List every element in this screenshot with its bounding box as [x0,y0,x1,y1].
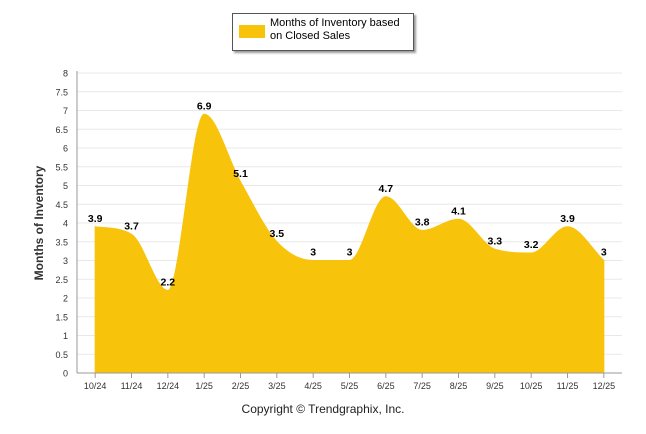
data-label: 3.9 [560,213,575,225]
area-series [94,113,605,374]
data-label: 6.9 [197,100,212,112]
data-label: 5.1 [233,168,248,180]
y-tick-label: 7 [63,106,68,116]
y-tick-label: 7.5 [55,87,68,97]
y-axis-title: Months of Inventory [32,165,46,280]
data-label: 3 [347,247,353,259]
x-tick-label: 4/25 [304,381,322,391]
x-tick-label: 8/25 [450,381,468,391]
y-tick-label: 6 [63,144,68,154]
x-tick-label: 1/25 [195,381,213,391]
x-tick-label: 3/25 [268,381,286,391]
x-tick-label: 10/24 [84,381,107,391]
x-tick-label: 7/25 [413,381,431,391]
legend-swatch [239,25,265,38]
data-label: 3.9 [88,213,103,225]
x-tick-label: 5/25 [341,381,359,391]
data-label: 2.2 [161,277,176,289]
y-tick-label: 1 [63,331,68,341]
data-label: 3.3 [488,235,503,247]
y-tick-label: 4.5 [55,200,68,210]
y-tick-label: 8 [63,69,68,79]
data-label: 3.7 [124,220,139,232]
x-tick-label: 11/24 [121,381,143,391]
data-label: 3 [601,247,607,259]
y-tick-label: 2 [63,294,68,304]
y-tick-label: 5 [63,181,68,191]
y-tick-label: 1.5 [55,312,68,322]
data-label: 3.8 [415,217,430,229]
legend-label: Months of Inventory based on Closed Sale… [270,17,400,42]
y-tick-label: 4 [63,219,68,229]
x-tick-label: 12/25 [593,381,616,391]
x-tick-label: 10/25 [520,381,543,391]
y-tick-label: 0.5 [55,350,68,360]
data-label: 4.1 [451,205,466,217]
y-tick-label: 6.5 [55,125,68,135]
data-label: 4.7 [379,183,394,195]
chart-legend: Months of Inventory based on Closed Sale… [232,13,414,51]
x-tick-label: 11/25 [557,381,579,391]
copyright-text: Copyright © Trendgraphix, Inc. [241,402,405,416]
y-tick-label: 5.5 [55,162,68,172]
x-tick-label: 2/25 [232,381,250,391]
x-tick-label: 12/24 [157,381,180,391]
x-tick-label: 9/25 [486,381,504,391]
data-label: 3.2 [524,239,539,251]
y-tick-label: 2.5 [55,275,68,285]
y-tick-label: 0 [63,369,68,379]
y-tick-label: 3 [63,256,68,266]
x-tick-label: 6/25 [377,381,395,391]
data-label: 3.5 [270,228,285,240]
data-label: 3 [310,247,316,259]
y-tick-label: 3.5 [55,237,68,247]
